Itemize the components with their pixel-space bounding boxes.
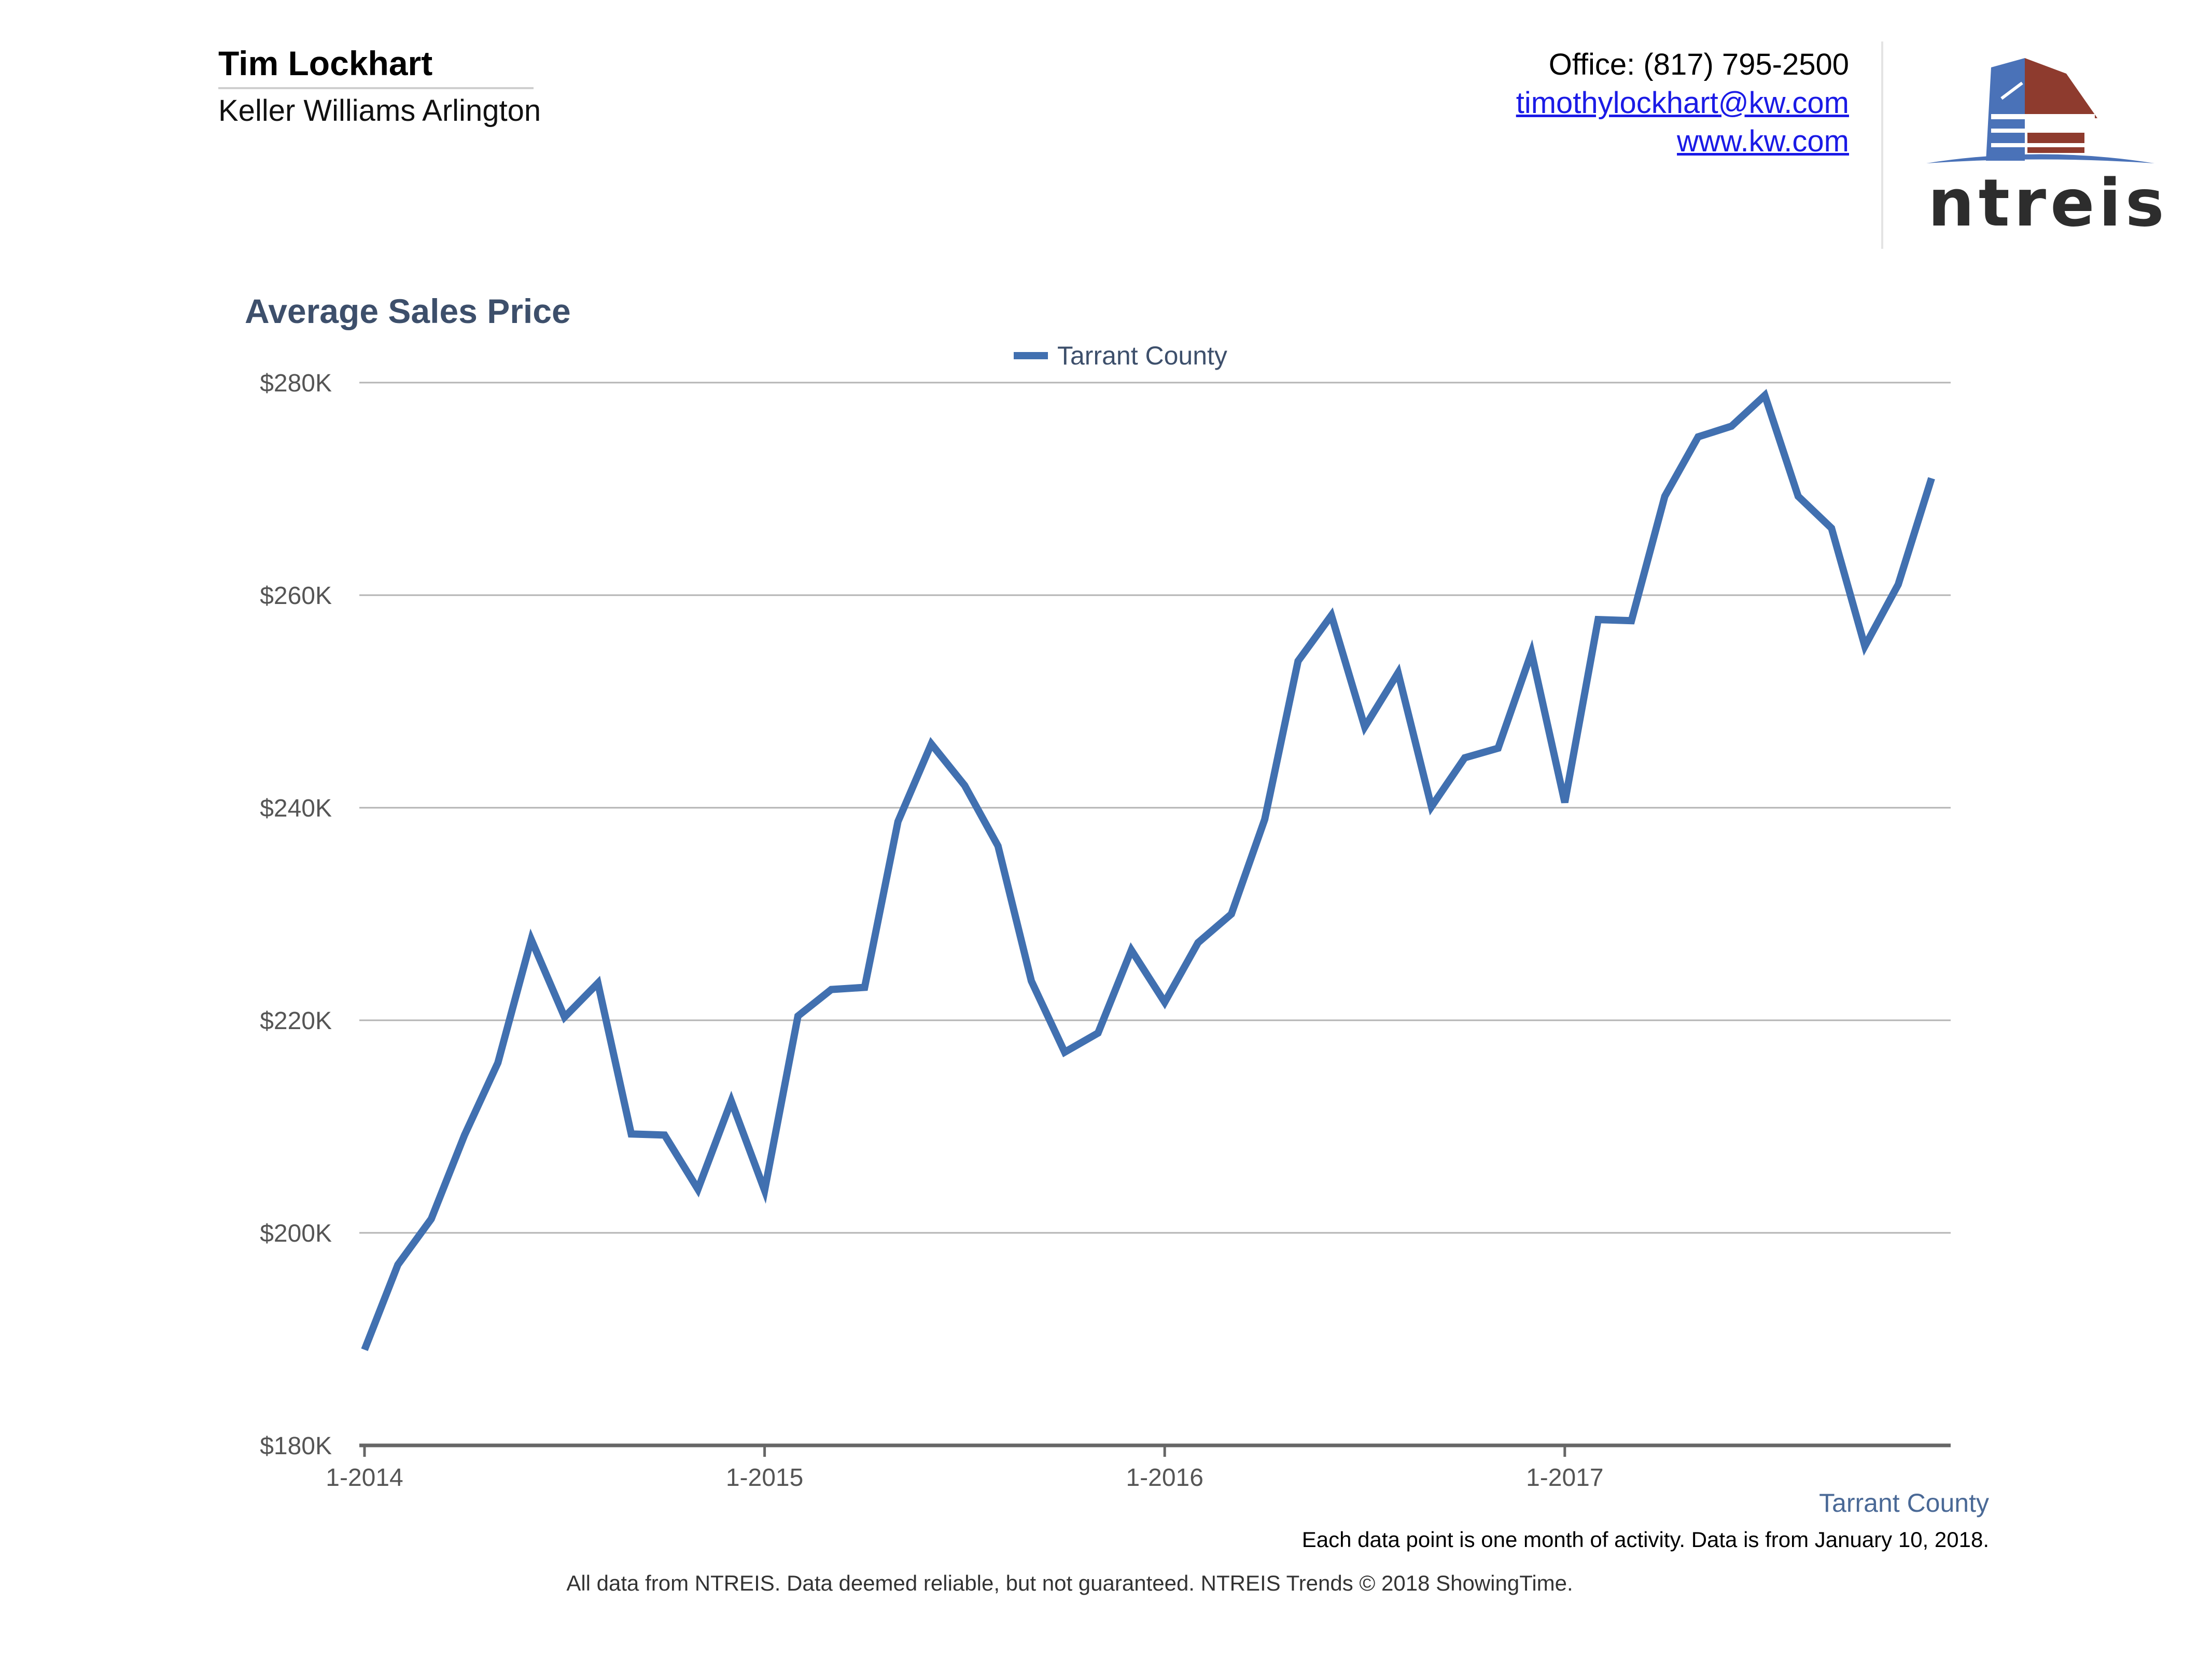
y-tick-label: $280K <box>260 370 332 397</box>
website-link[interactable]: www.kw.com <box>1677 124 1849 158</box>
agent-company: Keller Williams Arlington <box>218 94 541 128</box>
data-point <box>998 846 999 847</box>
data-point <box>1531 652 1532 653</box>
data-point <box>1431 806 1432 807</box>
data-note: Each data point is one month of activity… <box>1301 1527 1989 1552</box>
footer-disclaimer: All data from NTREIS. Data deemed reliab… <box>0 1571 2212 1596</box>
chart-legend: Tarrant County <box>1014 338 1227 373</box>
data-point <box>1364 726 1365 727</box>
x-tick-label: 1-2015 <box>726 1464 803 1492</box>
data-point <box>1397 672 1398 673</box>
data-point <box>1031 980 1032 981</box>
email-link[interactable]: timothylockhart@kw.com <box>1516 86 1849 120</box>
data-point <box>797 1016 799 1017</box>
data-point <box>1698 437 1699 438</box>
y-tick-label: $180K <box>260 1432 332 1460</box>
data-point <box>1297 660 1298 662</box>
data-point <box>731 1101 732 1102</box>
legend-swatch <box>1014 352 1048 359</box>
header-divider <box>1881 41 1883 249</box>
data-point <box>1064 1052 1065 1053</box>
data-point <box>1231 913 1232 915</box>
data-point <box>1931 478 1932 479</box>
y-tick-label: $200K <box>260 1220 332 1247</box>
data-point <box>831 989 832 990</box>
data-point <box>431 1218 432 1219</box>
ntreis-logo-text: ntreis <box>1928 165 2168 241</box>
data-point <box>1798 496 1799 497</box>
data-point <box>864 987 865 988</box>
y-tick-label: $220K <box>260 1007 332 1035</box>
data-point <box>1264 819 1265 820</box>
chart-title: Average Sales Price <box>245 292 571 330</box>
data-point <box>497 1062 498 1063</box>
data-point <box>764 1190 765 1191</box>
data-point <box>1598 619 1599 620</box>
data-point <box>1564 802 1565 803</box>
data-point <box>1131 950 1132 951</box>
series-line-tarrant-county <box>361 389 1935 1352</box>
ntreis-logo-icon <box>1926 58 2154 163</box>
data-point <box>597 982 598 983</box>
data-point <box>964 785 965 786</box>
legend-label: Tarrant County <box>1057 341 1227 370</box>
data-point <box>697 1189 698 1190</box>
y-tick-label: $260K <box>260 582 332 610</box>
data-point <box>1731 426 1732 427</box>
data-point <box>1331 615 1332 616</box>
contact-block: Office: (817) 795-2500 timothylockhart@k… <box>1516 46 1849 161</box>
data-point <box>1464 757 1465 758</box>
data-point <box>1164 1002 1165 1003</box>
data-point <box>564 1017 565 1018</box>
x-tick-label: 1-2017 <box>1526 1464 1603 1492</box>
data-point <box>1631 620 1632 621</box>
data-point <box>1198 942 1199 943</box>
data-point <box>1865 645 1866 646</box>
data-point <box>1098 1033 1099 1034</box>
data-point <box>1765 395 1766 396</box>
data-point <box>1831 528 1832 529</box>
data-point <box>1664 496 1665 497</box>
data-point <box>364 1349 365 1351</box>
agent-name: Tim Lockhart <box>218 44 433 82</box>
agent-divider <box>218 87 534 89</box>
office-phone: Office: (817) 795-2500 <box>1548 48 1849 81</box>
x-tick-label: 1-2014 <box>326 1464 403 1492</box>
data-point <box>631 1133 632 1134</box>
data-point <box>1497 748 1499 749</box>
data-point <box>1898 584 1899 585</box>
data-point <box>397 1264 398 1266</box>
x-tick-label: 1-2016 <box>1126 1464 1203 1492</box>
data-point <box>931 743 932 744</box>
data-point <box>464 1134 465 1135</box>
data-point <box>531 939 532 940</box>
data-point <box>898 821 899 822</box>
y-tick-label: $240K <box>260 795 332 822</box>
data-point <box>664 1134 665 1135</box>
series-label: Tarrant County <box>1819 1488 1989 1517</box>
footer-text: All data from NTREIS. Data deemed reliab… <box>566 1571 1573 1595</box>
